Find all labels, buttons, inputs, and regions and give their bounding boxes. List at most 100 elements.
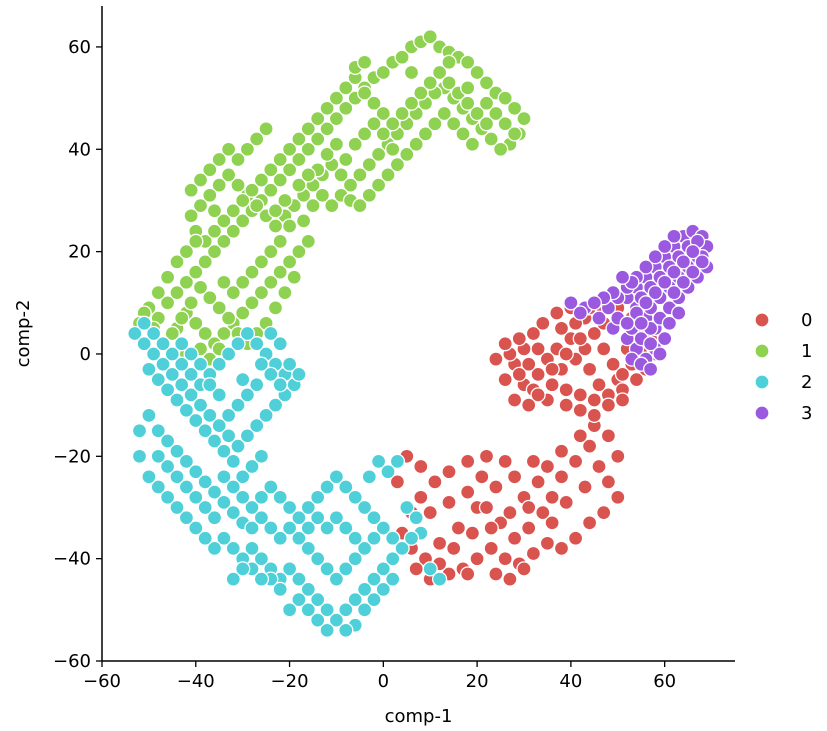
point-series-1: [220, 167, 237, 183]
point-series-0: [535, 504, 551, 521]
point-series-0: [586, 407, 602, 424]
point-series-1: [319, 121, 335, 137]
point-series-2: [291, 530, 307, 546]
point-series-2: [366, 591, 382, 608]
points-layer: [127, 29, 715, 638]
point-series-1: [202, 162, 218, 178]
point-series-0: [600, 428, 617, 444]
point-series-2: [239, 428, 256, 444]
point-series-3: [642, 361, 659, 377]
point-series-1: [230, 151, 246, 168]
point-series-1: [314, 187, 331, 203]
point-series-0: [539, 458, 556, 475]
y-tick-label: 40: [68, 139, 91, 160]
point-series-3: [666, 228, 682, 244]
point-series-1: [192, 279, 209, 296]
point-series-0: [530, 366, 546, 383]
point-series-1: [263, 182, 279, 198]
point-series-1: [183, 208, 199, 224]
point-series-2: [188, 489, 204, 505]
point-series-0: [521, 397, 537, 413]
legend-marker-1: [754, 343, 770, 359]
series-1: [131, 29, 532, 367]
point-series-2: [131, 423, 148, 439]
point-series-2: [141, 361, 157, 377]
point-series-2: [178, 453, 195, 470]
point-series-1: [361, 156, 377, 173]
point-series-1: [375, 64, 391, 81]
point-series-0: [460, 453, 476, 470]
point-series-3: [675, 274, 692, 290]
point-series-0: [464, 525, 481, 541]
point-series-2: [192, 356, 209, 372]
point-series-2: [338, 520, 354, 536]
point-series-1: [188, 315, 204, 331]
point-series-2: [310, 612, 326, 628]
point-series-0: [521, 499, 537, 516]
point-series-0: [544, 377, 560, 393]
point-series-1: [281, 254, 298, 270]
point-series-0: [427, 474, 443, 490]
point-series-2: [319, 561, 335, 577]
point-series-2: [291, 366, 307, 383]
point-series-2: [192, 397, 209, 413]
point-series-2: [220, 346, 237, 362]
point-series-1: [277, 192, 293, 209]
point-series-1: [291, 151, 307, 168]
point-series-2: [155, 356, 171, 372]
point-series-2: [310, 510, 326, 526]
series-3: [563, 223, 715, 377]
point-series-0: [581, 361, 598, 377]
point-series-0: [511, 330, 527, 347]
point-series-1: [192, 172, 209, 188]
point-series-2: [249, 377, 265, 393]
point-series-2: [220, 428, 237, 444]
point-series-0: [558, 397, 574, 413]
point-series-1: [281, 162, 298, 178]
point-series-3: [694, 254, 710, 270]
point-series-2: [249, 417, 265, 434]
point-series-1: [370, 146, 387, 163]
point-series-2: [239, 387, 256, 403]
point-series-0: [544, 515, 560, 531]
point-series-1: [286, 269, 302, 285]
point-series-3: [661, 315, 678, 331]
point-series-2: [356, 499, 373, 516]
point-series-3: [633, 315, 649, 331]
point-series-2: [150, 371, 166, 388]
point-series-1: [216, 274, 232, 290]
point-series-2: [141, 469, 157, 485]
y-tick-label: −60: [53, 651, 91, 672]
point-series-1: [366, 116, 382, 132]
point-series-0: [511, 366, 527, 383]
point-series-2: [370, 453, 387, 470]
point-series-1: [235, 305, 251, 321]
point-series-2: [375, 581, 391, 598]
point-series-0: [614, 366, 631, 383]
point-series-0: [572, 387, 588, 403]
point-series-1: [244, 295, 260, 311]
point-series-2: [206, 510, 223, 526]
point-series-0: [567, 453, 584, 470]
point-series-1: [375, 126, 391, 142]
point-series-0: [488, 351, 504, 367]
point-series-2: [310, 551, 326, 567]
point-series-0: [431, 535, 448, 551]
point-series-0: [502, 571, 518, 587]
legend-label-3: 3: [801, 403, 812, 424]
point-series-1: [244, 264, 260, 280]
point-series-3: [638, 259, 654, 275]
point-series-0: [544, 489, 560, 505]
point-series-3: [666, 264, 682, 280]
point-series-1: [197, 325, 213, 342]
point-series-1: [441, 54, 457, 70]
point-series-1: [258, 121, 274, 137]
point-series-1: [488, 105, 504, 122]
point-series-1: [230, 177, 246, 193]
point-series-0: [441, 464, 457, 480]
point-series-2: [281, 561, 298, 577]
point-series-2: [263, 479, 279, 495]
point-series-2: [230, 438, 246, 454]
x-tick-label: 60: [653, 671, 676, 692]
